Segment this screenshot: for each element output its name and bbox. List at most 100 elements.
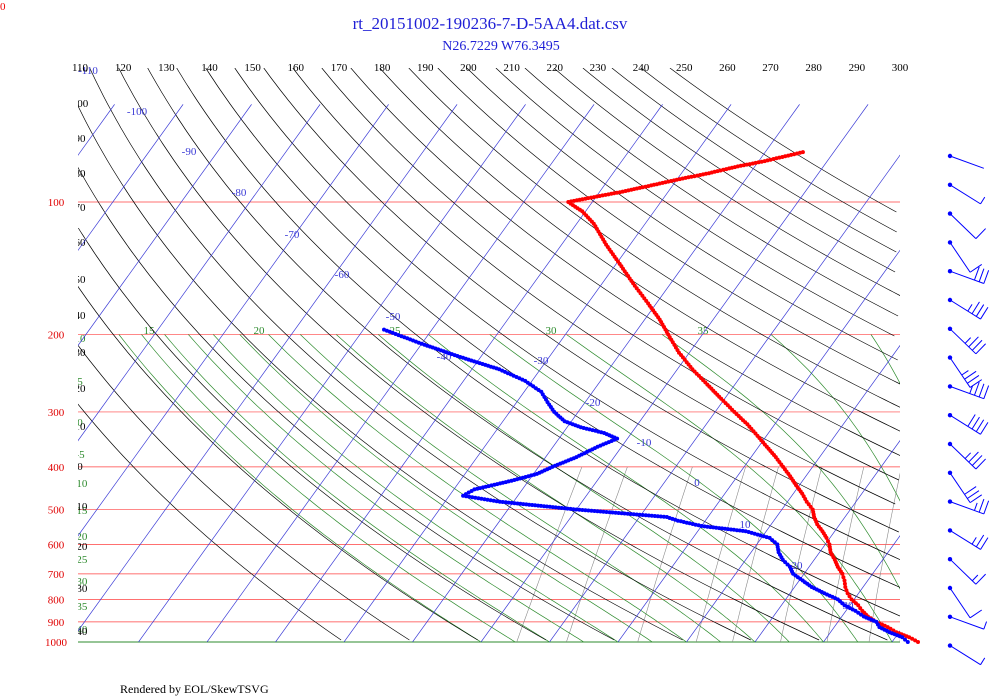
temperature-axis-label: 300 <box>892 62 909 74</box>
dewpoint-point <box>601 509 606 514</box>
temperature-point <box>795 151 799 156</box>
wind-barb-staff <box>949 587 971 619</box>
wind-barb-flag <box>973 381 980 396</box>
wind-barb-staff <box>949 472 971 503</box>
dewpoint-point <box>664 515 669 519</box>
dewpoint-point <box>711 525 716 530</box>
dry-adiabat-line <box>640 68 897 233</box>
dewpoint-point <box>731 527 736 532</box>
dry-adiabat-line <box>263 68 899 533</box>
wind-barb <box>947 470 983 504</box>
dry-adiabat-label: 40 <box>75 310 87 322</box>
wind-barb-staff <box>949 155 984 169</box>
dry-adiabat-label: -10 <box>73 501 88 513</box>
wind-barb <box>947 557 986 585</box>
wind-barb-staff <box>949 501 984 515</box>
temperature-point <box>741 163 746 168</box>
dewpoint-point <box>571 507 576 512</box>
dewpoint-point <box>500 500 505 504</box>
dewpoint-point <box>613 510 618 515</box>
dewpoint-point <box>737 528 742 533</box>
mixing-ratio-line <box>732 466 779 642</box>
moist-adiabat-line <box>428 334 824 642</box>
dewpoint-point <box>702 524 707 529</box>
dry-adiabat-label: -40 <box>73 626 88 638</box>
isotherm-label: -10 <box>637 437 652 449</box>
dry-adiabat-line <box>89 68 751 641</box>
temperature-point <box>844 588 849 593</box>
wind-barb-flag <box>975 573 986 585</box>
temperature-point <box>860 608 865 613</box>
moist-adiabat-line <box>164 334 550 642</box>
dewpoint-point <box>649 513 654 518</box>
wind-barb-flag <box>978 498 985 513</box>
moist-adiabat-label: -15 <box>73 505 88 517</box>
isotherm-line <box>78 104 184 251</box>
chart-title: rt_20151002-190236-7-D-5AA4.dat.csv <box>353 14 628 33</box>
dry-adiabat-line <box>78 285 478 641</box>
dewpoint-point <box>542 504 546 509</box>
pressure-label: 400 <box>48 462 65 474</box>
wind-barb-flag <box>971 339 983 351</box>
temperature-point <box>845 591 850 596</box>
temperature-axis-label: 140 <box>201 62 218 74</box>
wind-barb-flag <box>983 500 990 515</box>
temperature-point <box>789 152 794 157</box>
dewpoint-point <box>646 513 651 518</box>
wind-barb <box>947 614 988 630</box>
dewpoint-point <box>726 527 730 532</box>
wind-barb <box>947 441 986 470</box>
dewpoint-point <box>568 506 573 511</box>
dry-adiabat-label: 30 <box>75 347 87 359</box>
dewpoint-point <box>729 527 733 532</box>
dry-adiabat-line <box>553 68 900 296</box>
isotherm-line <box>78 104 321 442</box>
isotherm-line <box>138 104 526 642</box>
wind-barb-flag <box>980 422 989 435</box>
dry-adiabat-label: -30 <box>73 583 88 595</box>
dewpoint-point <box>631 512 636 517</box>
wind-barb-column <box>947 153 990 666</box>
temperature-point <box>738 163 743 168</box>
wind-barb-flag <box>975 419 985 432</box>
dewpoint-point <box>503 500 508 505</box>
dewpoint-point <box>616 511 621 515</box>
dewpoint-point <box>544 504 549 509</box>
dewpoint-point <box>717 526 722 531</box>
dewpoint-point <box>553 505 558 510</box>
temperature-axis-label: 260 <box>719 62 736 74</box>
temperature-point <box>777 155 782 160</box>
wind-barb-flag <box>961 370 969 376</box>
moist-adiabat-line <box>870 334 900 385</box>
pressure-label: 500 <box>48 505 65 517</box>
temperature-axis-label: 290 <box>849 62 866 74</box>
wind-barb-flag <box>968 451 979 463</box>
dry-adiabat-label: -20 <box>73 541 88 553</box>
dewpoint-point <box>746 530 751 534</box>
dewpoint-point <box>476 496 481 501</box>
dry-adiabat-line <box>350 68 900 456</box>
dewpoint-point <box>488 498 493 503</box>
dry-adiabat-label: 50 <box>75 274 87 286</box>
temperature-point <box>827 542 832 547</box>
isotherm-label: -20 <box>586 397 601 409</box>
wind-barb-staff <box>949 299 981 320</box>
wind-barb-flag <box>967 414 976 427</box>
isotherm-line <box>480 104 869 642</box>
wind-barb <box>947 643 986 666</box>
dewpoint-point <box>661 514 666 519</box>
temperature-point <box>842 578 847 583</box>
axis-labels: -110-100-90-80-70-60-50-40 -30-20-1001020… <box>72 62 909 612</box>
dewpoint-point <box>530 503 535 507</box>
wind-barb-flag <box>975 534 985 548</box>
temperature-point <box>704 171 708 176</box>
wind-barb-flag <box>975 343 986 355</box>
dry-adiabat-line <box>379 68 900 432</box>
dry-adiabat-line <box>205 68 900 588</box>
wind-barb-staff <box>949 270 984 284</box>
pressure-label: 700 <box>48 569 65 581</box>
dewpoint-point <box>696 523 701 528</box>
moist-adiabat-label: -10 <box>73 478 88 490</box>
